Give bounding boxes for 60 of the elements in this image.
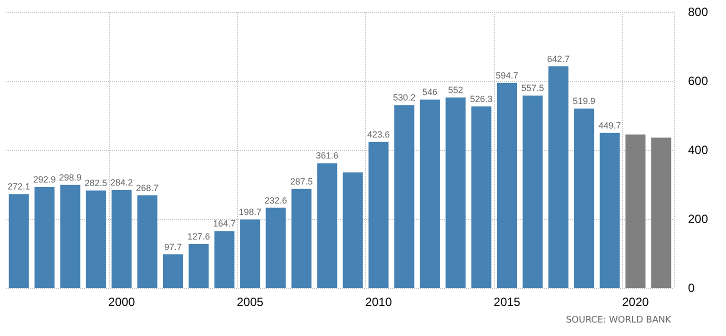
bar: [394, 105, 414, 288]
data-label: 361.6: [316, 150, 338, 161]
data-label: 449.7: [598, 120, 622, 130]
data-label: 272.1: [8, 182, 30, 192]
data-label: 287.5: [290, 176, 313, 186]
bar: [548, 66, 568, 288]
data-label: 594.7: [496, 70, 518, 80]
bar: [8, 194, 29, 288]
bar: [34, 186, 55, 288]
data-label: 552: [448, 85, 464, 96]
bar: [522, 96, 543, 288]
bar: [240, 219, 260, 288]
data-label: 530.2: [392, 92, 416, 103]
bar: [214, 231, 234, 288]
bar: [86, 190, 106, 288]
data-label: 164.7: [213, 218, 236, 229]
data-label: 546: [422, 87, 438, 98]
data-label: 282.5: [84, 178, 108, 188]
data-label: 642.7: [547, 54, 570, 64]
bar: [291, 188, 312, 288]
bar: [60, 184, 80, 288]
y-tick-label: 200: [688, 212, 708, 226]
data-label: 557.5: [521, 83, 544, 94]
x-tick-label: 2015: [494, 295, 521, 309]
bar: [651, 138, 672, 288]
bar: [496, 82, 518, 288]
data-label: 198.7: [238, 206, 262, 217]
y-tick-label: 800: [688, 5, 708, 19]
data-label: 298.9: [58, 172, 82, 182]
bar: [574, 108, 594, 288]
bar: [112, 190, 132, 288]
bar: [188, 244, 209, 288]
data-label: 519.9: [572, 96, 596, 106]
bar: [266, 208, 286, 288]
y-tick-label: 600: [688, 74, 708, 88]
data-label: 268.7: [136, 182, 159, 193]
x-tick-label: 2005: [236, 295, 264, 309]
bar: [317, 163, 338, 288]
data-label: 423.6: [367, 129, 390, 140]
bar: [368, 142, 389, 288]
data-label: 526.3: [470, 94, 493, 104]
y-tick-label: 0: [688, 281, 695, 295]
data-label: 127.6: [187, 231, 210, 242]
x-tick-label: 2020: [622, 295, 650, 309]
source-note: SOURCE: WORLD BANK: [566, 316, 672, 326]
bar: [625, 134, 646, 288]
bar: [600, 132, 620, 288]
x-tick-label: 2010: [365, 295, 392, 309]
bar: [342, 172, 363, 288]
y-tick-label: 400: [688, 143, 708, 157]
bar: [446, 98, 466, 288]
data-label: 284.2: [110, 177, 133, 188]
x-tick-label: 2000: [108, 295, 136, 309]
bar: [162, 254, 184, 288]
data-label: 232.6: [264, 195, 288, 206]
data-label: 292.9: [33, 174, 56, 184]
bar: [420, 100, 440, 288]
bar: [137, 195, 158, 288]
bar: [471, 106, 492, 288]
data-label: 97.7: [164, 242, 182, 252]
